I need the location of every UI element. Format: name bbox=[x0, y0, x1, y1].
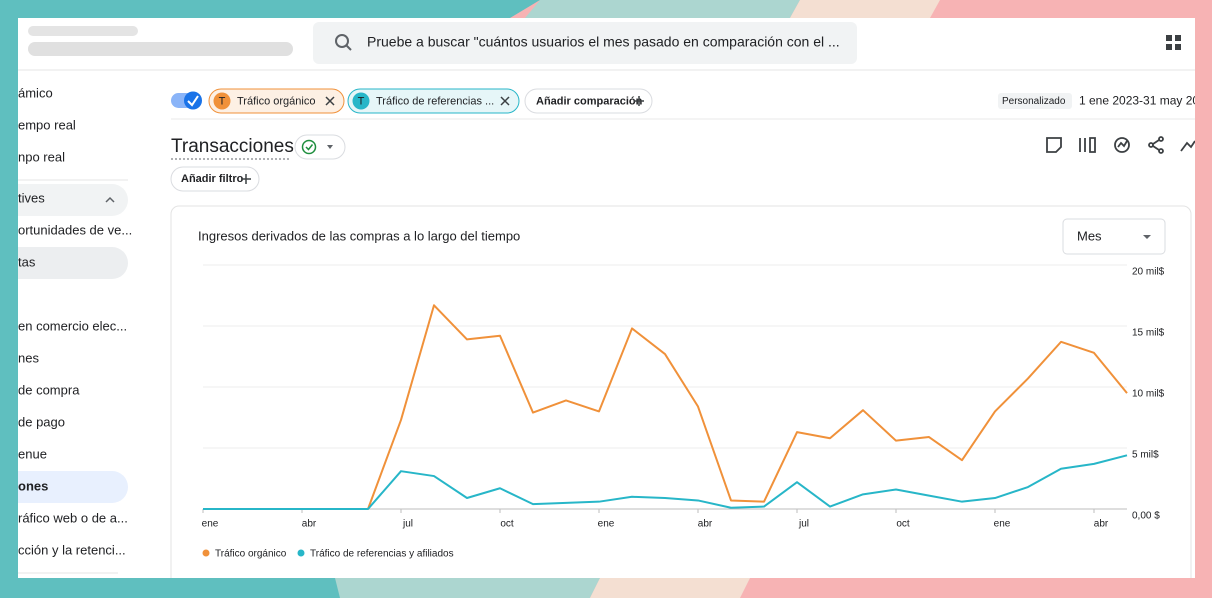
frame-stripe bbox=[0, 0, 540, 18]
chip-avatar-letter: T bbox=[219, 95, 226, 107]
nav-item: ráfico web o de a... bbox=[18, 510, 128, 525]
apps-icon[interactable] bbox=[1166, 35, 1181, 50]
nav-item: ámico bbox=[18, 85, 53, 100]
chip-avatar bbox=[213, 92, 231, 110]
search-icon bbox=[335, 34, 349, 48]
search-box[interactable] bbox=[313, 22, 857, 64]
dropdown-arrow bbox=[327, 145, 333, 149]
x-tick-label: abr bbox=[698, 519, 713, 530]
nav-item: ones bbox=[18, 478, 48, 493]
app: Pruebe a buscar "cuántos usuarios el mes… bbox=[0, 18, 1199, 578]
chip-label: Tráfico orgánico bbox=[237, 95, 315, 107]
nav-item: ortunidades de ve... bbox=[18, 222, 132, 237]
date-range: 1 ene 2023-31 may 20 bbox=[1079, 94, 1199, 108]
x-tick-label: ene bbox=[598, 519, 615, 530]
filter-chip[interactable] bbox=[170, 166, 260, 192]
comparison-chip[interactable] bbox=[208, 88, 345, 114]
chip-close[interactable] bbox=[325, 96, 335, 106]
x-tick-label: jul bbox=[798, 519, 809, 530]
check bbox=[187, 95, 199, 107]
nav-selected[interactable] bbox=[0, 247, 128, 279]
chart-card bbox=[170, 205, 1192, 578]
x-tick-label: ene bbox=[994, 519, 1011, 530]
status-icon bbox=[301, 139, 317, 155]
add-comparison[interactable] bbox=[524, 88, 653, 114]
nav-item: de compra bbox=[18, 382, 80, 397]
x-tick-label: oct bbox=[500, 519, 514, 530]
y-tick-label: 0,00 $ bbox=[1132, 511, 1160, 522]
y-tick-label: 20 mil$ bbox=[1132, 267, 1165, 278]
toolbar-icons[interactable] bbox=[1046, 136, 1195, 154]
frame-stripe bbox=[525, 0, 800, 18]
nav-item: tas bbox=[18, 254, 36, 269]
granularity-label: Mes bbox=[1077, 228, 1102, 243]
dropdown-arrow bbox=[1143, 235, 1151, 239]
y-tick-label: 5 mil$ bbox=[1132, 450, 1159, 461]
toggle-knob[interactable] bbox=[184, 91, 202, 110]
y-tick-label: 10 mil$ bbox=[1132, 389, 1165, 400]
frame-stripe bbox=[335, 578, 600, 598]
report-title: Transacciones bbox=[171, 136, 294, 157]
nav-item: en comercio elec... bbox=[18, 318, 127, 333]
legend-label: Tráfico de referencias y afiliados bbox=[310, 549, 454, 560]
legend-swatch bbox=[202, 549, 210, 557]
x-tick-label: abr bbox=[302, 519, 317, 530]
nav-item: de pago bbox=[18, 414, 65, 429]
date-mode: Personalizado bbox=[1002, 96, 1066, 107]
comparison-chip[interactable] bbox=[347, 88, 520, 114]
plus-icon bbox=[634, 96, 644, 106]
x-tick-label: oct bbox=[896, 519, 910, 530]
chip-avatar bbox=[352, 92, 370, 110]
x-tick-label: abr bbox=[1094, 519, 1109, 530]
chevron bbox=[105, 196, 115, 203]
frame-stripe bbox=[790, 0, 940, 18]
y-tick-label: 15 mil$ bbox=[1132, 328, 1165, 339]
nav-item: empo real bbox=[18, 117, 76, 132]
add-comparison-label: Añadir comparación bbox=[536, 95, 643, 107]
series-line bbox=[203, 454, 1128, 510]
filter-label: Añadir filtro bbox=[181, 173, 244, 185]
account-blur bbox=[28, 26, 138, 36]
legend-swatch bbox=[297, 549, 305, 557]
frame-stripe bbox=[0, 0, 18, 598]
chart-title: Ingresos derivados de las compras a lo l… bbox=[198, 228, 520, 243]
chip-avatar-letter: T bbox=[358, 95, 365, 107]
nav-item: enue bbox=[18, 446, 47, 461]
nav-item: npo real bbox=[18, 149, 65, 164]
date-mode-bg bbox=[998, 93, 1072, 109]
search-icon bbox=[345, 44, 352, 51]
x-tick-label: ene bbox=[202, 519, 219, 530]
nav-section[interactable] bbox=[0, 184, 128, 216]
frame-stripe bbox=[590, 578, 750, 598]
granularity-select[interactable] bbox=[1062, 218, 1166, 255]
x-tick-label: jul bbox=[402, 519, 413, 530]
plus-icon bbox=[241, 174, 251, 184]
status-icon bbox=[305, 144, 314, 151]
account-blur bbox=[28, 42, 293, 56]
nav-item: tives bbox=[18, 190, 45, 205]
nav-item: nes bbox=[18, 350, 39, 365]
chip-close[interactable] bbox=[500, 96, 510, 106]
search-placeholder: Pruebe a buscar "cuántos usuarios el mes… bbox=[367, 34, 840, 50]
nav-active[interactable] bbox=[0, 471, 128, 503]
legend-label: Tráfico orgánico bbox=[215, 549, 287, 560]
chip-label: Tráfico de referencias ... bbox=[376, 95, 494, 107]
nav-item: cción y la retenci... bbox=[18, 542, 126, 557]
